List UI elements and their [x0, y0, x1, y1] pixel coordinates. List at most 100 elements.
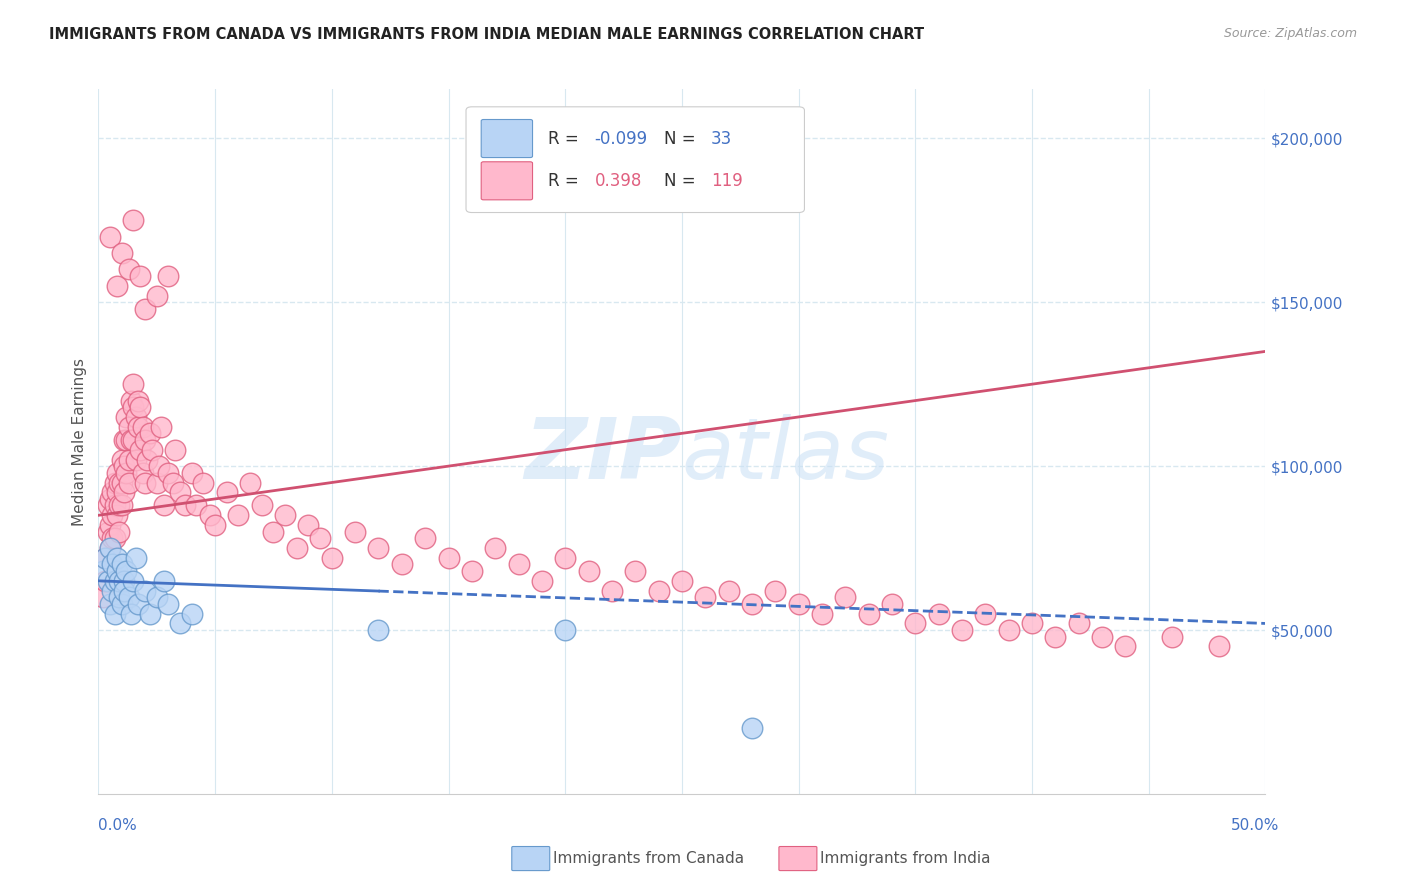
Point	[146, 591, 169, 605]
Point	[105, 278, 128, 293]
Point	[165, 442, 187, 457]
Text: Source: ZipAtlas.com: Source: ZipAtlas.com	[1223, 27, 1357, 40]
FancyBboxPatch shape	[481, 120, 533, 158]
Point	[108, 475, 131, 490]
Point	[125, 409, 148, 424]
Point	[1045, 630, 1067, 644]
Text: 50.0%: 50.0%	[1232, 818, 1279, 832]
Point	[600, 583, 623, 598]
Text: Immigrants from Canada: Immigrants from Canada	[553, 852, 744, 866]
Point	[141, 442, 163, 457]
Point	[741, 597, 763, 611]
Point	[173, 499, 195, 513]
Point	[146, 288, 169, 302]
Point	[180, 607, 202, 621]
Point	[180, 466, 202, 480]
Point	[104, 475, 127, 490]
Point	[134, 433, 156, 447]
Point	[101, 508, 124, 523]
Point	[367, 541, 389, 555]
Point	[1021, 616, 1043, 631]
Point	[122, 574, 145, 588]
Point	[204, 518, 226, 533]
Point	[741, 722, 763, 736]
Point	[157, 597, 180, 611]
Point	[811, 607, 834, 621]
Point	[132, 466, 155, 480]
Point	[111, 597, 134, 611]
Point	[111, 246, 134, 260]
Point	[115, 409, 138, 424]
Point	[148, 459, 170, 474]
Point	[118, 475, 141, 490]
Text: 0.0%: 0.0%	[98, 818, 138, 832]
Point	[101, 485, 124, 500]
Point	[344, 524, 367, 539]
Point	[129, 400, 152, 414]
Point	[94, 574, 117, 588]
Point	[120, 607, 142, 621]
Point	[904, 616, 927, 631]
Point	[152, 574, 174, 588]
Point	[647, 583, 669, 598]
Text: 33: 33	[711, 129, 733, 147]
Point	[98, 229, 121, 244]
Text: N =: N =	[665, 129, 702, 147]
Point	[1114, 640, 1136, 654]
Point	[763, 583, 786, 598]
Point	[111, 558, 134, 572]
Point	[112, 433, 135, 447]
Point	[152, 499, 174, 513]
Point	[104, 499, 127, 513]
Point	[136, 452, 159, 467]
Point	[139, 607, 162, 621]
Point	[98, 541, 121, 555]
Point	[97, 499, 120, 513]
Point	[98, 597, 121, 611]
Point	[297, 518, 319, 533]
Point	[111, 452, 134, 467]
Point	[115, 466, 138, 480]
Point	[880, 597, 903, 611]
Text: N =: N =	[665, 172, 702, 190]
Point	[104, 531, 127, 545]
Point	[98, 518, 121, 533]
Point	[321, 550, 343, 565]
Point	[127, 597, 149, 611]
Point	[215, 485, 238, 500]
Point	[105, 466, 128, 480]
Point	[624, 564, 647, 578]
Point	[122, 213, 145, 227]
Point	[98, 541, 121, 555]
Point	[94, 550, 117, 565]
Point	[127, 393, 149, 408]
Point	[118, 262, 141, 277]
Point	[157, 268, 180, 283]
Point	[309, 531, 332, 545]
Point	[118, 591, 141, 605]
Point	[437, 550, 460, 565]
FancyBboxPatch shape	[481, 161, 533, 200]
Point	[122, 377, 145, 392]
Point	[671, 574, 693, 588]
Point	[578, 564, 600, 578]
Point	[129, 442, 152, 457]
Point	[129, 268, 152, 283]
Point	[285, 541, 308, 555]
Point	[928, 607, 950, 621]
Point	[108, 524, 131, 539]
Point	[108, 591, 131, 605]
Point	[974, 607, 997, 621]
Point	[101, 583, 124, 598]
Text: R =: R =	[548, 129, 583, 147]
Text: 0.398: 0.398	[595, 172, 641, 190]
Point	[461, 564, 484, 578]
Point	[1067, 616, 1090, 631]
Point	[139, 426, 162, 441]
Point	[122, 400, 145, 414]
Point	[239, 475, 262, 490]
Point	[150, 419, 173, 434]
Text: ZIP: ZIP	[524, 414, 682, 497]
Point	[530, 574, 553, 588]
Point	[132, 419, 155, 434]
